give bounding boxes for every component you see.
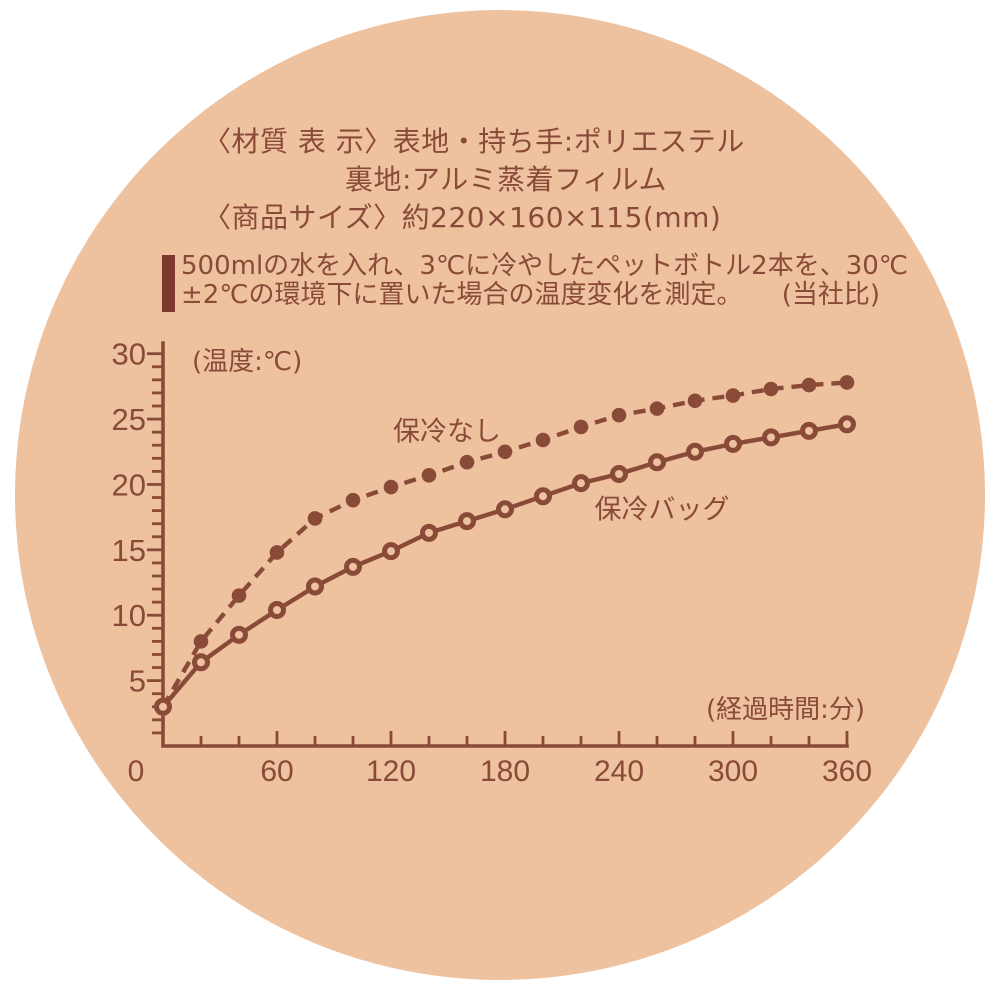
note-accent-bar bbox=[162, 255, 175, 312]
x-tick-label: 360 bbox=[822, 755, 872, 788]
x-tick-label: 240 bbox=[594, 755, 644, 788]
y-tick-label: 20 bbox=[112, 467, 146, 502]
x-tick-label: 0 bbox=[128, 755, 145, 788]
axis-lines bbox=[161, 341, 849, 748]
series-label-no-cooling: 保冷なし bbox=[393, 416, 501, 448]
x-tick-label: 300 bbox=[708, 755, 758, 788]
x-axis-title: (経過時間:分) bbox=[705, 695, 865, 725]
measurement-note: 500mlの水を入れ、3℃に冷やしたペットボトル2本を、30℃ ±2℃の環境下に… bbox=[181, 251, 909, 310]
y-tick-label: 15 bbox=[112, 533, 146, 568]
x-tick-label: 120 bbox=[366, 755, 416, 788]
axis-ticks bbox=[147, 352, 849, 746]
circular-label-background bbox=[15, 10, 985, 980]
x-tick-label: 180 bbox=[480, 755, 530, 788]
series-line-1 bbox=[161, 422, 848, 709]
series-line-0 bbox=[161, 380, 848, 708]
series-markers-0 bbox=[193, 375, 855, 649]
series-markers-1 bbox=[154, 415, 856, 716]
material-line-1: 〈材質 表 示〉表地・持ち手:ポリエステル bbox=[203, 125, 745, 158]
note-line-1: 500mlの水を入れ、3℃に冷やしたペットボトル2本を、30℃ bbox=[181, 251, 909, 281]
y-tick-label: 5 bbox=[129, 664, 146, 699]
y-tick-label: 10 bbox=[112, 598, 146, 633]
product-size-line: 〈商品サイズ〉約220×160×115(mm) bbox=[203, 201, 722, 234]
spec-block: 〈材質 表 示〉表地・持ち手:ポリエステル 裏地:アルミ蒸着フィルム 〈商品サイ… bbox=[203, 123, 745, 237]
note-comparison-suffix: (当社比) bbox=[781, 280, 880, 310]
series-label-cooler-bag: 保冷バッグ bbox=[594, 494, 730, 526]
note-line-2: ±2℃の環境下に置いた場合の温度変化を測定。 bbox=[181, 280, 743, 310]
y-tick-label: 30 bbox=[112, 337, 146, 372]
y-tick-label: 25 bbox=[112, 402, 146, 437]
x-tick-label: 60 bbox=[260, 755, 293, 788]
material-line-2: 裏地:アルミ蒸着フィルム bbox=[345, 163, 668, 196]
y-axis-title: (温度:℃) bbox=[192, 347, 303, 377]
